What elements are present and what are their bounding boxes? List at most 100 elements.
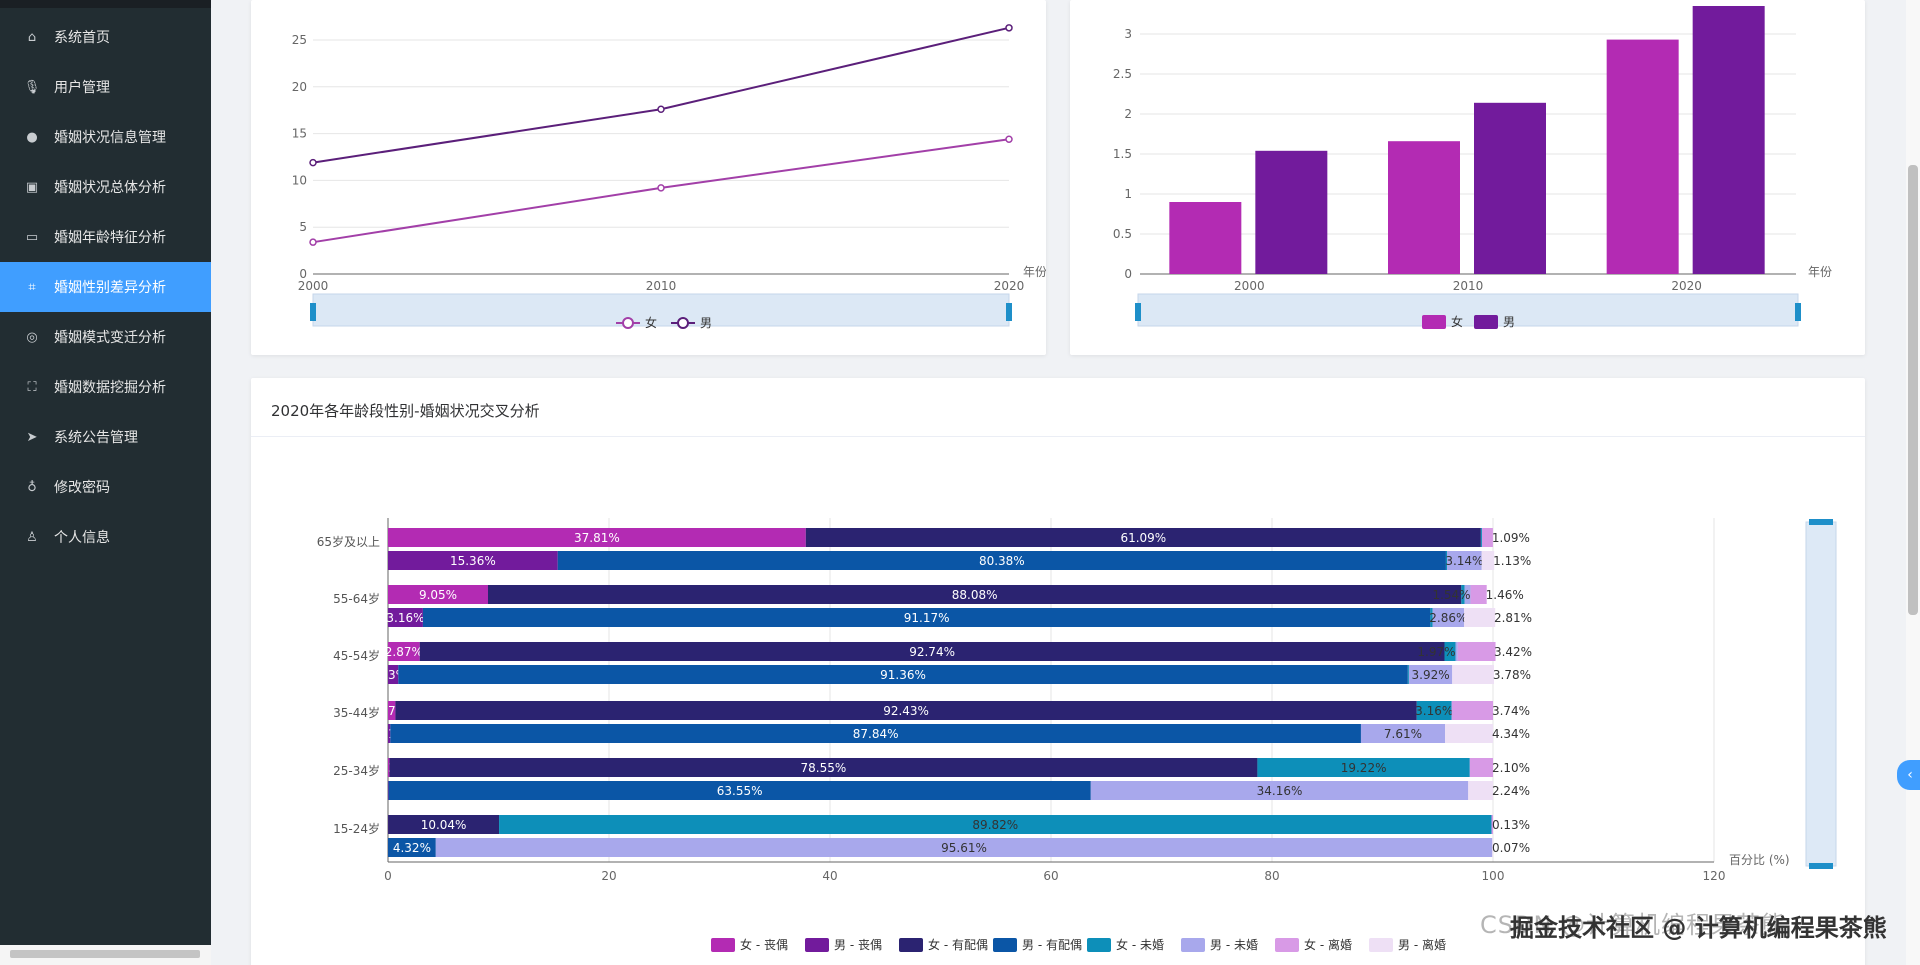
- x-tick-label: 100: [1482, 869, 1505, 883]
- y-tick-label: 1.5: [1113, 147, 1132, 161]
- x-tick-label: 2000: [298, 279, 329, 293]
- x-axis-label: 年份: [1023, 265, 1046, 279]
- bar-segment: [1445, 551, 1448, 570]
- data-label: 2.86%: [1429, 611, 1467, 625]
- data-point: [1005, 135, 1013, 143]
- datazoom-slider: [1137, 293, 1799, 327]
- legend-label: 女 - 丧偶: [740, 937, 788, 952]
- x-tick-label: 80: [1264, 869, 1279, 883]
- bar: [1169, 202, 1242, 274]
- datazoom-vertical-slider: [1805, 521, 1837, 867]
- bar-segment: [388, 665, 399, 684]
- sidebar-item[interactable]: ● 婚姻状况信息管理: [0, 112, 211, 162]
- bar-segment: [1447, 551, 1482, 570]
- bar-segment: [1481, 551, 1495, 570]
- bar-segment: [419, 642, 1445, 661]
- legend-swatch: [805, 938, 829, 952]
- legend-swatch: [1474, 315, 1498, 329]
- chat-icon: ▭: [25, 229, 39, 245]
- key-icon: ♁: [27, 479, 37, 495]
- sidebar-item[interactable]: ▭ 婚姻年龄特征分析: [0, 212, 211, 262]
- bar-segment: [1452, 665, 1494, 684]
- legend-label: 男 - 丧偶: [834, 938, 882, 952]
- bar: [1692, 6, 1765, 274]
- datazoom-handle: [310, 303, 316, 321]
- sidebar-item[interactable]: ⌗ 婚姻性别差异分析: [0, 262, 211, 312]
- legend-label: 女: [1451, 314, 1463, 329]
- bar-segment: [1408, 665, 1453, 684]
- horizontal-scrollbar[interactable]: [0, 945, 211, 965]
- vertical-scrollbar[interactable]: [1906, 0, 1920, 965]
- sidebar-item[interactable]: ♙ 个人信息: [0, 512, 211, 562]
- bar-segment: [1407, 665, 1409, 684]
- location-icon: ●: [26, 129, 38, 145]
- sidebar-item-label: 婚姻状况信息管理: [54, 130, 166, 146]
- scrollbar-thumb[interactable]: [10, 950, 200, 958]
- legend-swatch: [711, 938, 735, 952]
- x-tick-label: 2010: [646, 279, 677, 293]
- data-label: 92.43%: [883, 704, 929, 718]
- y-tick-label: 20: [292, 80, 307, 94]
- x-tick-label: 2000: [1234, 279, 1265, 293]
- data-label: 3.16%: [1415, 704, 1453, 718]
- x-tick-label: 40: [822, 869, 837, 883]
- bar-segment: [1469, 758, 1493, 777]
- data-label: 95.61%: [941, 841, 987, 855]
- data-label: 61.09%: [1120, 531, 1166, 545]
- bar-segment: [388, 642, 420, 661]
- data-label: 1.13%: [1493, 554, 1531, 568]
- sidebar-item-label: 用户管理: [54, 80, 110, 96]
- y-tick-label: 3: [1124, 27, 1132, 41]
- collapse-arrow-icon[interactable]: ‹: [1897, 760, 1920, 790]
- data-label: 3.74%: [1492, 704, 1530, 718]
- bar-segment: [1481, 528, 1493, 547]
- legend-label: 女 - 有配偶: [928, 937, 988, 952]
- sidebar-item[interactable]: ⌂ 系统首页: [0, 12, 211, 62]
- legend-swatch: [1275, 938, 1299, 952]
- bar-segment: [1416, 701, 1452, 720]
- watermark: 掘金技术社区 @ 计算机编程果茶熊: [1510, 914, 1887, 942]
- y-tick-label: 25: [292, 33, 307, 47]
- legend-label: 女 - 未婚: [1116, 937, 1164, 952]
- bar-segment: [388, 781, 1091, 800]
- bar-segment: [1492, 838, 1494, 857]
- legend-swatch: [899, 938, 923, 952]
- data-label: 3.16%: [386, 611, 424, 625]
- bar-segment: [388, 758, 390, 777]
- bar-segment: [388, 701, 396, 720]
- bar-segment: [1451, 701, 1493, 720]
- data-label: 2.10%: [1492, 761, 1530, 775]
- bar-segment: [395, 701, 1417, 720]
- data-label: 2.87%: [385, 645, 423, 659]
- card-title: 2020年各年龄段性别-婚姻状况交叉分析: [271, 402, 540, 420]
- y-tick-label: 25-34岁: [333, 763, 380, 778]
- sidebar-item[interactable]: ➤ 系统公告管理: [0, 412, 211, 462]
- data-label: 0.93%: [369, 668, 407, 682]
- sidebar-item[interactable]: 🎙 用户管理: [0, 62, 211, 112]
- bar: [1388, 141, 1460, 274]
- paper-plane-icon: ➤: [26, 429, 38, 445]
- sidebar-item[interactable]: ◎ 婚姻模式变迁分析: [0, 312, 211, 362]
- bar-segment: [398, 665, 1408, 684]
- legend-label: 男 - 有配偶: [1022, 938, 1082, 952]
- sidebar-item-label: 系统首页: [54, 30, 110, 46]
- sidebar-item-label: 婚姻数据挖掘分析: [54, 380, 166, 396]
- home-icon: ⌂: [27, 29, 37, 45]
- data-label: 4.34%: [1492, 727, 1530, 741]
- bar-segment: [1464, 608, 1496, 627]
- datazoom-handle: [1006, 303, 1012, 321]
- sidebar-item[interactable]: ⛶ 婚姻数据挖掘分析: [0, 362, 211, 412]
- scrollbar-thumb[interactable]: [1908, 165, 1918, 615]
- datazoom-handle: [1809, 863, 1833, 869]
- cross-analysis-card: 2020年各年龄段性别-婚姻状况交叉分析 0 20 40 60 80 100 120 百分比 …: [251, 378, 1865, 965]
- y-tick-label: 15: [292, 127, 307, 141]
- legend-swatch: [1181, 938, 1205, 952]
- x-axis-label: 百分比 (%): [1729, 853, 1790, 867]
- sidebar-item[interactable]: ♁ 修改密码: [0, 462, 211, 512]
- bar-chart-card: 0 0.5 1 1.5 2 2.5 3 2000 2010 2020 年份女 男: [1070, 0, 1865, 355]
- sidebar-item[interactable]: ▣ 婚姻状况总体分析: [0, 162, 211, 212]
- sidebar-item-label: 个人信息: [54, 530, 110, 546]
- y-tick-label: 2: [1124, 107, 1132, 121]
- legend-swatch: [1087, 938, 1111, 952]
